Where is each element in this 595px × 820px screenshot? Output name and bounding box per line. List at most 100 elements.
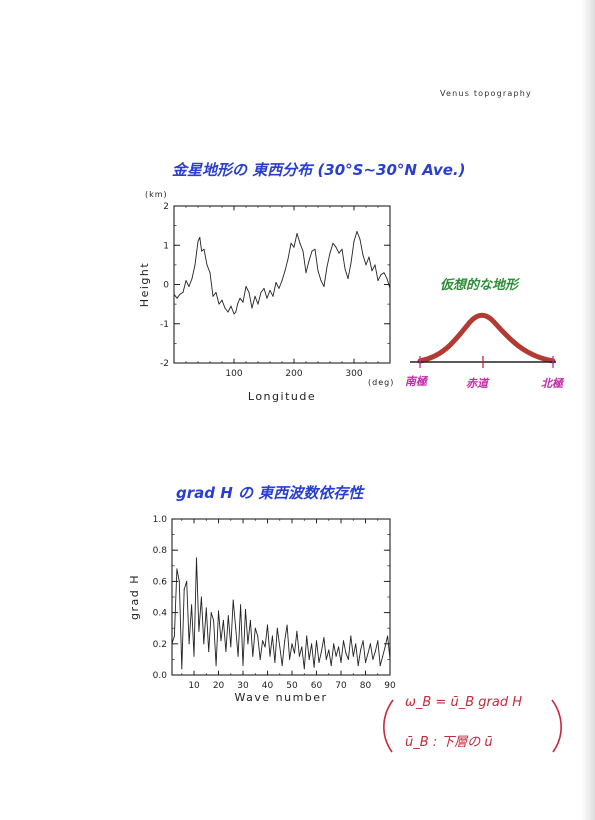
data-point — [323, 637, 325, 639]
data-point — [290, 242, 292, 244]
data-point — [193, 655, 195, 657]
data-point — [306, 635, 308, 637]
data-point — [191, 604, 193, 606]
data-point — [230, 646, 232, 648]
data-point — [338, 252, 340, 254]
data-point — [260, 291, 262, 293]
data-point — [191, 278, 193, 280]
data-point — [201, 250, 203, 252]
data-point — [249, 619, 251, 621]
data-point — [362, 254, 364, 256]
y-tick-label: 1.0 — [153, 515, 168, 525]
data-point — [267, 624, 268, 626]
data-point — [186, 580, 188, 582]
data-point — [208, 651, 210, 653]
data-point — [308, 260, 310, 262]
data-point — [287, 258, 289, 260]
y-axis-label: Height — [138, 262, 151, 307]
data-point — [220, 640, 222, 642]
data-point — [264, 646, 266, 648]
data-point — [365, 264, 367, 266]
data-point — [259, 658, 261, 660]
data-point — [239, 297, 241, 299]
data-point — [176, 297, 178, 299]
data-point — [311, 250, 313, 252]
data-point — [374, 651, 376, 653]
data-point — [347, 278, 349, 280]
data-point — [345, 652, 347, 654]
data-point — [278, 287, 280, 289]
data-point — [335, 246, 337, 248]
data-point — [198, 630, 200, 632]
data-point — [289, 658, 291, 660]
data-point — [275, 282, 277, 283]
x-tick-label: 100 — [225, 369, 242, 379]
data-point — [171, 643, 173, 645]
chart-1-handwritten-title: 金星地形の 東西分布 (30°S~30°N Ave.) — [172, 161, 466, 179]
data-point — [252, 655, 254, 657]
data-point — [284, 270, 286, 272]
sketch-hill-curve — [417, 312, 556, 364]
x-axis-label: Longitude — [248, 390, 316, 403]
data-point — [178, 580, 180, 582]
y-tick-label: 0.8 — [153, 546, 168, 556]
data-point — [196, 557, 197, 559]
data-point — [335, 655, 337, 657]
data-point — [308, 658, 310, 660]
data-point — [338, 646, 340, 648]
y-tick-label: -2 — [160, 359, 169, 369]
data-point — [242, 665, 244, 667]
data-point — [262, 640, 264, 642]
x-tick-label: 20 — [213, 681, 225, 691]
data-point — [247, 643, 249, 645]
data-point — [382, 655, 384, 657]
data-point — [205, 607, 207, 609]
data-point — [328, 649, 330, 651]
y-axis-label: grad H — [128, 574, 141, 620]
data-point — [199, 236, 201, 238]
data-point — [269, 655, 271, 657]
data-point — [235, 627, 237, 629]
data-point — [367, 652, 369, 654]
page-edge-shadow — [581, 0, 595, 820]
data-point — [330, 665, 332, 667]
data-point — [305, 272, 307, 274]
data-point — [233, 313, 235, 315]
data-point — [296, 233, 298, 234]
data-point — [188, 286, 190, 287]
data-point — [179, 293, 181, 295]
data-point — [379, 665, 381, 667]
data-point — [365, 662, 366, 663]
data-point — [347, 658, 349, 660]
data-point — [235, 311, 237, 313]
formula-line-1: ω_B = ū_B grad H — [405, 695, 522, 710]
data-point — [221, 299, 223, 301]
data-point — [227, 311, 229, 313]
data-point — [218, 303, 220, 305]
data-point — [377, 640, 379, 642]
data-point — [371, 270, 373, 272]
data-point — [242, 301, 244, 303]
data-point — [387, 635, 389, 637]
data-point — [224, 307, 226, 309]
data-point — [254, 295, 256, 297]
data-point — [183, 588, 185, 590]
data-point — [203, 643, 205, 645]
data-point — [254, 627, 256, 629]
data-point — [251, 307, 253, 309]
data-point — [272, 295, 274, 297]
data-point — [313, 666, 315, 668]
data-point — [386, 278, 388, 280]
data-point — [329, 252, 331, 254]
data-point — [248, 291, 250, 293]
data-point — [341, 248, 343, 250]
y-tick-label: 0.2 — [153, 640, 167, 650]
data-point — [383, 272, 385, 274]
data-point — [362, 640, 364, 642]
data-point — [274, 662, 276, 663]
x-tick-label: 300 — [345, 369, 362, 379]
data-point — [320, 651, 322, 653]
